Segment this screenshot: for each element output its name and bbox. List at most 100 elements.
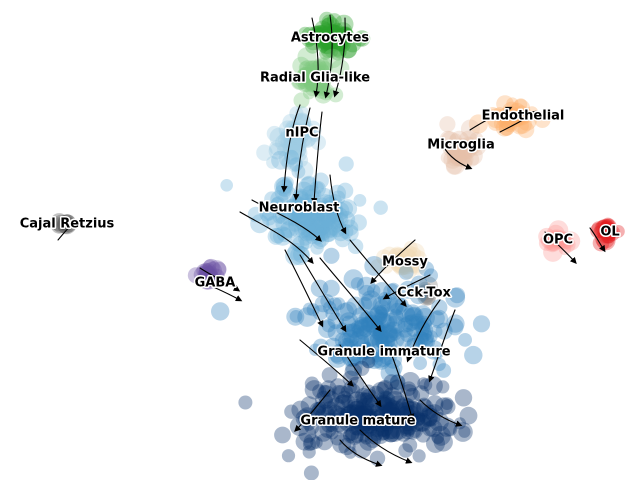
cell-point: [422, 404, 437, 420]
cell-point: [486, 108, 507, 129]
cell-point: [381, 404, 399, 421]
cell-point: [370, 428, 383, 441]
cell-point: [203, 261, 222, 280]
cell-point: [377, 323, 398, 344]
cell-point: [199, 262, 213, 277]
cell-point: [403, 405, 420, 422]
cell-point: [238, 395, 253, 410]
cell-point: [446, 155, 465, 175]
cell-point: [267, 227, 285, 245]
cell-point: [338, 199, 358, 218]
cell-point: [288, 122, 303, 137]
cell-point: [389, 395, 408, 414]
cell-point: [416, 315, 432, 331]
cell-point: [369, 328, 389, 348]
cell-point: [318, 194, 334, 209]
cell-point: [415, 398, 434, 417]
cell-point: [357, 317, 373, 333]
cell-point: [417, 377, 430, 390]
velocity-streamline: [406, 299, 441, 363]
cell-point: [321, 14, 337, 30]
cell-point: [426, 434, 445, 453]
cell-point: [376, 249, 392, 265]
cell-point: [433, 432, 453, 452]
velocity-streamline: [299, 339, 354, 387]
cell-point: [344, 363, 362, 381]
cell-point: [351, 324, 365, 338]
cell-point: [467, 136, 487, 156]
cell-point: [275, 216, 291, 232]
cell-point: [377, 340, 394, 357]
cell-point: [317, 200, 334, 217]
cell-point: [303, 73, 319, 90]
cell-point: [355, 325, 371, 341]
cell-point: [315, 25, 331, 41]
cell-point: [312, 57, 330, 74]
cell-point: [400, 372, 421, 392]
velocity-streamline: [499, 110, 539, 133]
cluster-labels: Astrocytes Radial Glia-like nIPC Neuroblast…: [18, 29, 621, 430]
cell-point: [346, 351, 362, 367]
cell-point: [302, 445, 316, 459]
cell-point: [509, 112, 524, 127]
cell-point: [345, 425, 364, 445]
cell-point: [303, 75, 321, 92]
cell-point: [360, 311, 373, 324]
cell-point: [320, 26, 337, 43]
cell-point: [458, 152, 474, 168]
cell-point: [316, 433, 334, 451]
cell-point: [319, 32, 335, 49]
cell-point: [337, 31, 351, 46]
cell-point: [321, 417, 336, 433]
cell-point: [373, 347, 394, 367]
cell-point: [309, 68, 324, 84]
cell-point: [289, 200, 309, 220]
cell-point: [275, 134, 292, 152]
cell-point: [414, 331, 430, 347]
cell-point: [534, 111, 551, 128]
cell-point: [363, 411, 379, 427]
cell-point: [371, 350, 391, 370]
velocity-streamline: [323, 14, 333, 99]
cell-point: [435, 397, 453, 416]
cell-point: [303, 87, 316, 100]
cell-point: [318, 223, 338, 243]
cell-point: [320, 35, 335, 51]
cell-point: [292, 56, 311, 75]
cell-point: [431, 299, 448, 316]
cell-point: [365, 351, 384, 370]
cell-point: [343, 427, 359, 444]
cell-point: [402, 260, 415, 273]
cell-point: [202, 269, 220, 287]
cell-point: [312, 81, 326, 94]
cell-point: [321, 201, 335, 214]
cell-point: [356, 412, 377, 432]
cell-point: [50, 213, 69, 232]
cell-point: [349, 330, 370, 351]
cell-point: [395, 398, 410, 413]
cell-point: [319, 219, 339, 239]
cell-point: [291, 113, 312, 133]
cell-point: [418, 281, 432, 295]
cell-point: [304, 65, 325, 86]
cell-point: [266, 156, 279, 169]
cell-point: [377, 379, 393, 396]
cell-point: [341, 348, 361, 367]
cell-point: [374, 408, 389, 423]
cell-point: [400, 248, 417, 265]
cell-point: [315, 221, 331, 236]
cell-point: [426, 395, 444, 413]
cell-point: [423, 268, 438, 283]
cell-point: [439, 130, 457, 148]
cell-point: [298, 78, 312, 93]
cell-point: [350, 430, 364, 444]
cell-point: [325, 24, 345, 44]
cell-point: [330, 22, 343, 35]
cell-point: [399, 280, 418, 299]
cell-point: [357, 430, 370, 443]
cell-point: [289, 236, 305, 252]
cell-point: [360, 419, 376, 435]
cell-point: [374, 419, 388, 433]
cell-point: [603, 224, 621, 242]
cell-point: [409, 287, 427, 305]
